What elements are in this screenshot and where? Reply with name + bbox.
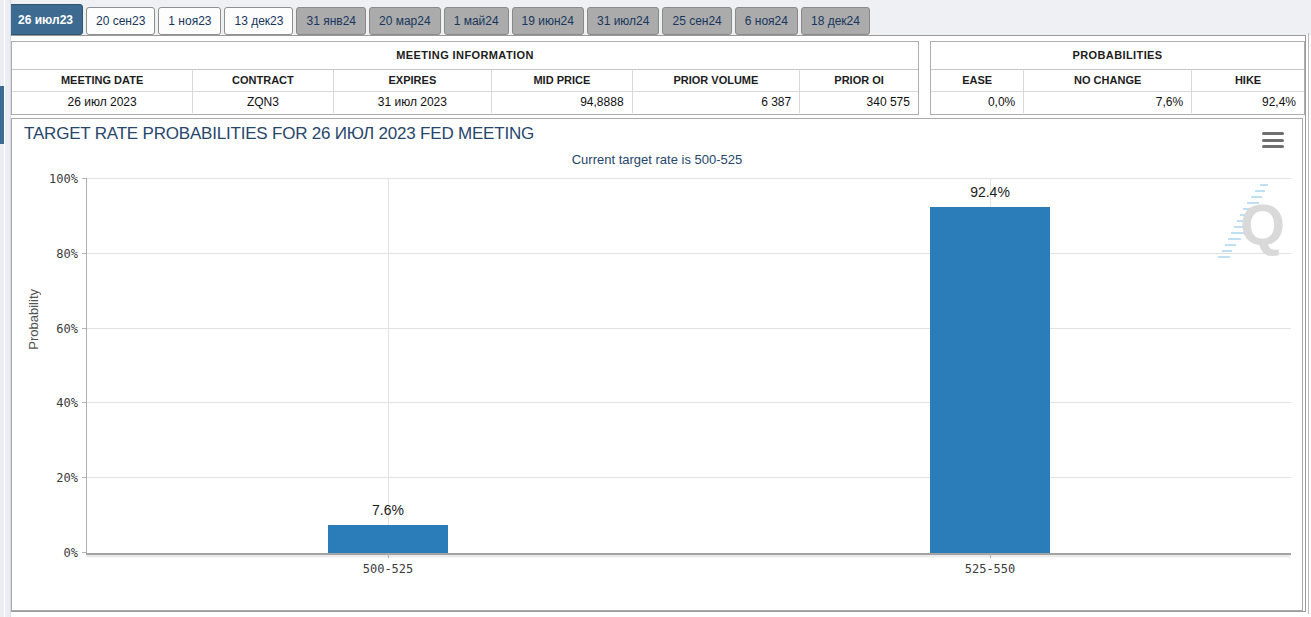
y-tick-mark [82,477,87,478]
table-cell: HIKE [1192,70,1304,91]
target-rate-chart: TARGET RATE PROBABILITIES FOR 26 ИЮЛ 202… [11,118,1303,611]
x-tick-mark [388,553,389,558]
y-gridline [87,402,1291,403]
table-cell: ZQN3 [193,92,333,113]
tab-meeting-2[interactable]: 1 ноя23 [158,7,221,35]
y-tick-mark [82,178,87,179]
meeting-information-title: MEETING INFORMATION [12,42,918,70]
table-cell: 94,8888 [492,92,632,113]
table-cell: CONTRACT [193,70,333,91]
tab-meeting-8[interactable]: 31 июл24 [587,7,659,35]
main-panel: MEETING INFORMATION MEETING DATECONTRACT… [10,35,1306,612]
tab-meeting-1[interactable]: 20 сен23 [86,7,155,35]
table-cell: 6 387 [633,92,801,113]
table-cell: 31 июл 2023 [334,92,493,113]
plot-area: 0%20%40%60%80%100%7.6%500-52592.4%525-55… [86,179,1291,553]
table-cell: EASE [931,70,1024,91]
table-cell: EXPIRES [334,70,493,91]
meeting-information-table: MEETING INFORMATION MEETING DATECONTRACT… [11,41,919,115]
chart-subtitle: Current target rate is 500-525 [12,152,1302,167]
y-tick-label: 40% [32,396,78,410]
bar-value-label: 92.4% [920,184,1060,200]
probabilities-value-row: 0,0%7,6%92,4% [931,92,1304,113]
y-gridline [87,178,1291,179]
y-tick-label: 20% [32,471,78,485]
tab-meeting-4[interactable]: 31 янв24 [296,7,366,35]
table-cell: NO CHANGE [1024,70,1192,91]
probabilities-table: PROBABILITIES EASENO CHANGEHIKE 0,0%7,6%… [930,41,1305,115]
table-cell: MEETING DATE [12,70,193,91]
right-window-edge [1308,33,1309,614]
y-tick-label: 0% [32,546,78,560]
table-cell: 92,4% [1192,92,1304,113]
x-tick-label: 500-525 [328,562,448,576]
x-tick-label: 525-550 [930,562,1050,576]
y-tick-mark [82,552,87,553]
tab-meeting-11[interactable]: 18 дек24 [801,7,870,35]
table-cell: MID PRICE [492,70,632,91]
y-tick-label: 80% [32,247,78,261]
tab-meeting-5[interactable]: 20 мар24 [369,7,441,35]
tab-meeting-6[interactable]: 1 май24 [444,7,509,35]
bar-525-550 [930,207,1050,553]
bar-500-525 [328,525,448,553]
probabilities-header-row: EASENO CHANGEHIKE [931,70,1304,92]
chart-title: TARGET RATE PROBABILITIES FOR 26 ИЮЛ 202… [24,124,534,144]
meeting-tabs: 26 июл2320 сен231 ноя2313 дек2331 янв242… [8,4,870,35]
table-cell: 0,0% [931,92,1024,113]
y-gridline [87,477,1291,478]
hamburger-menu-icon[interactable] [1262,132,1284,148]
y-tick-mark [82,402,87,403]
y-tick-label: 100% [32,172,78,186]
table-cell: 340 575 [800,92,918,113]
x-gridline [388,179,389,553]
y-tick-mark [82,328,87,329]
y-gridline [87,253,1291,254]
table-cell: PRIOR VOLUME [633,70,801,91]
tab-meeting-7[interactable]: 19 июн24 [512,7,584,35]
y-axis-title: Probability [26,289,41,350]
table-cell: 7,6% [1024,92,1192,113]
y-gridline [87,328,1291,329]
tab-meeting-10[interactable]: 6 ноя24 [735,7,798,35]
probabilities-title: PROBABILITIES [931,42,1304,70]
table-cell: 26 июл 2023 [12,92,193,113]
x-tick-mark [990,553,991,558]
bar-value-label: 7.6% [318,502,458,518]
x-axis-line [86,553,1291,555]
tab-meeting-3[interactable]: 13 дек23 [224,7,293,35]
meeting-information-header-row: MEETING DATECONTRACTEXPIRESMID PRICEPRIO… [12,70,918,92]
left-scrollbar-thumb[interactable] [0,86,4,144]
tab-meeting-9[interactable]: 25 сен24 [662,7,731,35]
table-cell: PRIOR OI [800,70,918,91]
meeting-information-value-row: 26 июл 2023ZQN331 июл 202394,88886 38734… [12,92,918,113]
y-tick-label: 60% [32,322,78,336]
y-tick-mark [82,253,87,254]
tab-meeting-0[interactable]: 26 июл23 [8,4,83,35]
